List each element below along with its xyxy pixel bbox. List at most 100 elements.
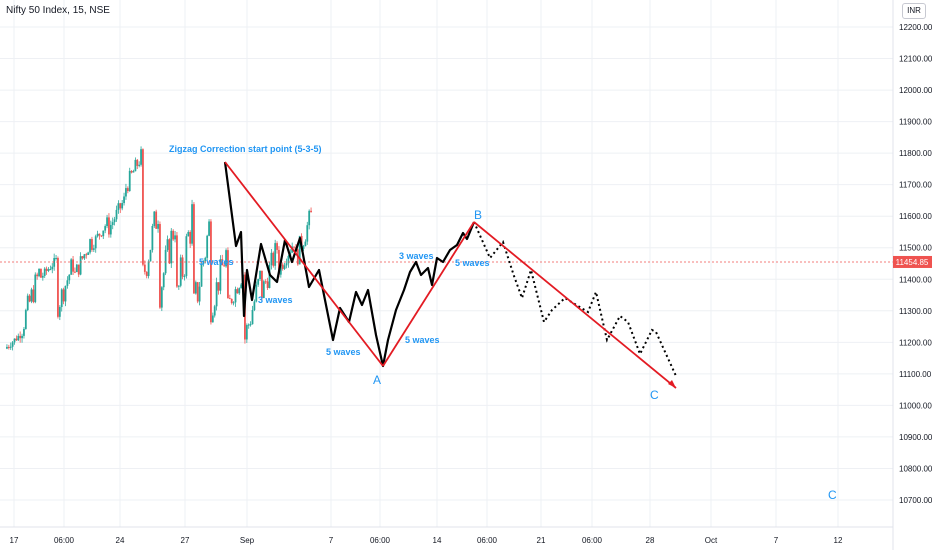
y-tick-label: 11600.00 [899,212,932,221]
candle-body [81,256,84,259]
candle-body [75,264,78,273]
candle-body [287,255,290,264]
candle-body [87,252,90,255]
wave-path [223,161,677,377]
candle-body [47,269,50,271]
candle-body [304,241,307,247]
candle-body [106,217,108,227]
symbol-label: Nifty 50 Index, 15, NSE [6,5,110,16]
candle-body [134,159,137,172]
candle-body [278,249,280,275]
y-tick-label: 11300.00 [899,307,932,316]
candle-body [24,310,27,329]
candle-body [240,284,243,289]
candle-body [57,258,59,317]
candle-body [119,203,122,209]
candle-body [142,149,144,265]
x-tick-label: 7 [329,536,334,545]
candle-body [40,268,42,278]
wave-c-target-label: C [828,488,837,502]
y-tick-label: 12000.00 [899,86,932,95]
candle-body [45,268,48,271]
candle-body [174,235,176,240]
candle-body [217,282,220,291]
candle-body [77,264,80,275]
candle-body [74,271,76,273]
candle-body [138,164,141,166]
candle-body [191,204,193,244]
candle-body [266,281,269,288]
candle-body [179,257,182,286]
x-tick-label: 7 [774,536,779,545]
candle-body [249,324,252,326]
candle-body [58,307,61,317]
candle-body [19,335,22,339]
candle-body [198,286,201,302]
candle-body [32,289,35,303]
x-tick-label: 06:00 [582,536,603,545]
candle-body [91,239,93,250]
candle-body [49,269,52,271]
candle-body [92,248,95,250]
candle-body [64,285,67,302]
candle-body [185,236,188,277]
candle-body [200,264,203,287]
candle-body [268,265,271,288]
wave-c-label: C [650,388,659,402]
candle-body [274,243,277,266]
zigzag-lines [224,161,677,389]
candle-body [147,261,150,277]
candle-body [279,264,282,275]
candle-body [170,230,173,264]
candle-body [51,266,54,270]
y-tick-label: 11000.00 [899,401,932,410]
candle-body [128,170,131,192]
candle-body [79,256,82,275]
time-axis: 17 06:00 24 27 Sep 7 06:00 14 06:00 21 06:00 28 Oct 7… [10,536,843,545]
candle-body [219,259,222,291]
candle-body [94,236,97,249]
candle-body [283,265,286,269]
candle-body [238,288,241,294]
candle-body [121,203,124,209]
five-waves-label: 5 waves [199,257,234,267]
zigzag-arrowhead [668,380,676,388]
candle-body [149,249,152,262]
y-tick-label: 12100.00 [899,55,932,64]
candle-body [202,260,205,265]
zigzag-start-label: Zigzag Correction start point (5-3-5) [169,144,322,154]
zigzag-line-a [224,161,384,367]
candle-body [30,289,33,302]
candle-body [62,289,65,302]
candle-body [183,276,186,278]
candle-body [164,249,167,274]
projected-wave-line [473,221,677,377]
candle-body [21,335,23,339]
zigzag-line-c [473,221,677,389]
chart-grid [0,0,893,527]
x-tick-label: Oct [705,536,718,545]
price-axis: 12200.00 12100.00 12000.00 11900.00 11800.00… [899,23,932,505]
candle-body [125,188,127,197]
candle-body [13,338,16,343]
candle-body [83,254,86,259]
candle-body [213,306,216,316]
wave-line [223,161,476,368]
candle-body [145,271,148,277]
candle-body [166,239,169,250]
candle-body [140,149,142,165]
candle-body [245,325,248,340]
x-tick-label: 27 [181,536,190,545]
candle-body [211,315,214,323]
candle-body [253,301,256,311]
candle-body [15,338,18,341]
y-tick-label: 11700.00 [899,181,932,190]
candle-body [308,210,311,226]
candle-body [259,270,261,280]
currency-button[interactable]: INR [902,3,926,19]
candle-body [302,246,305,249]
x-tick-label: Sep [240,536,255,545]
candle-body [9,346,12,348]
last-price-badge: 11454.85 [893,255,932,268]
